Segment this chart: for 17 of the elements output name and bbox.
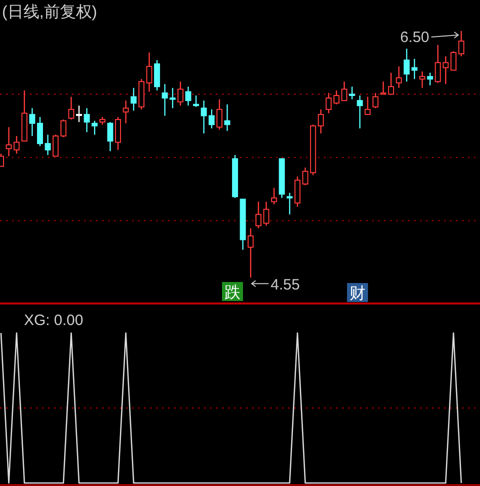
candlestick bbox=[107, 121, 114, 152]
candlestick bbox=[404, 48, 410, 82]
chart-title: (日线,前复权) bbox=[2, 3, 98, 21]
candlestick bbox=[122, 100, 129, 124]
candlestick bbox=[458, 30, 464, 57]
candlestick bbox=[44, 134, 51, 156]
candlestick bbox=[29, 108, 36, 137]
chart-title: XG: 0.00 bbox=[24, 312, 84, 329]
candlestick bbox=[419, 70, 426, 89]
annotation: 6.50 bbox=[400, 29, 430, 46]
candlestick bbox=[224, 104, 230, 132]
candlestick bbox=[185, 86, 192, 106]
text: 财 bbox=[350, 284, 366, 302]
annotation: 4.55 bbox=[270, 276, 300, 294]
candlestick bbox=[84, 108, 90, 133]
text: 跌 bbox=[224, 284, 240, 302]
candlestick bbox=[326, 92, 332, 114]
